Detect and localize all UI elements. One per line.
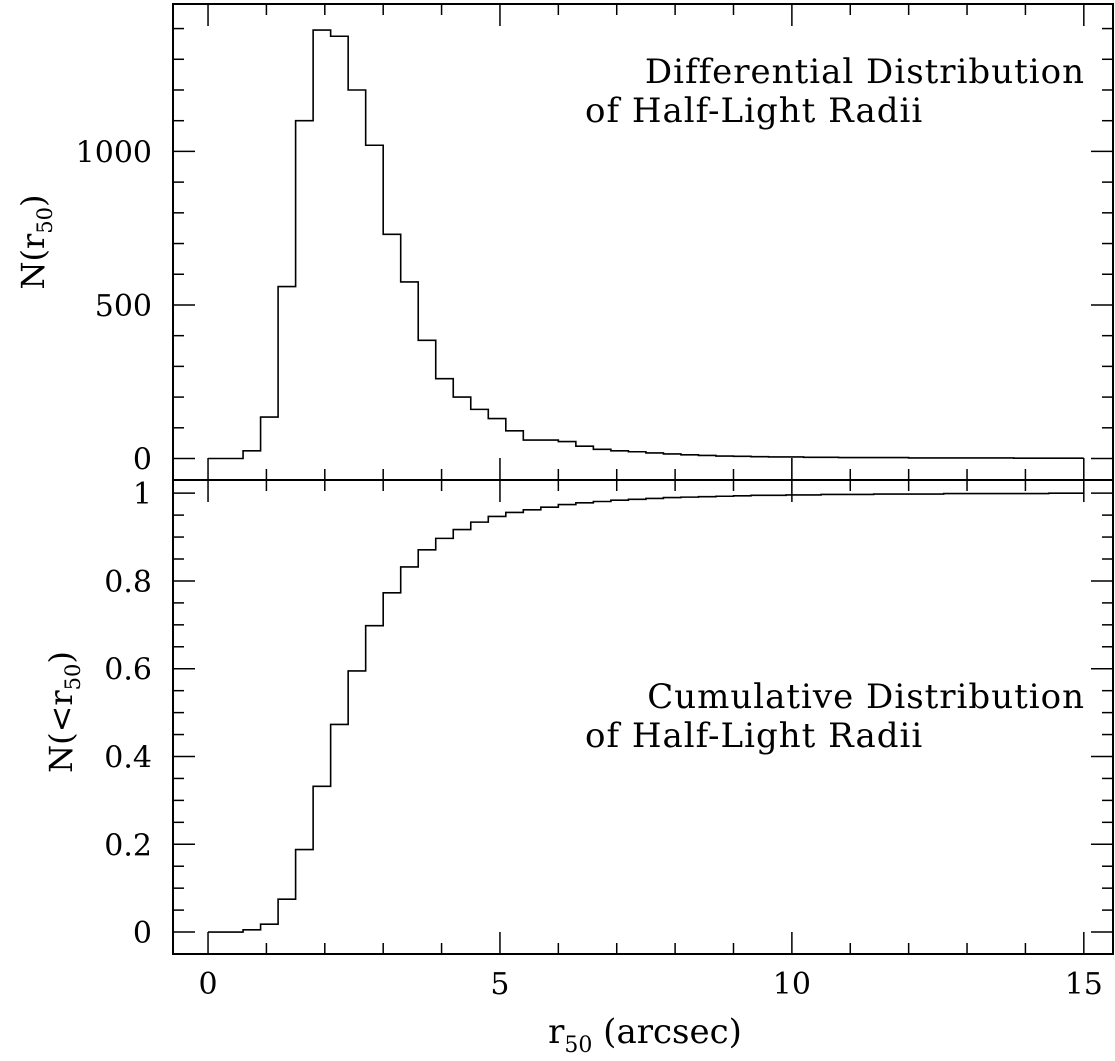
differential-panel: 0 500 1000 Differential Distribution of Ha… [14,3,1114,481]
top-axis-ticks [173,4,1113,480]
x-label-rest: (arcsec) [592,1012,742,1052]
x-tick-label: 0 [198,967,217,1002]
top-y-label-close: ) [14,195,52,207]
bottom-y-tick-label: 0.6 [104,653,152,688]
top-y-tick-label: 500 [95,289,152,324]
differential-histogram-step-line [208,29,1084,460]
x-label-subscript: 50 [564,1033,592,1058]
bottom-y-tick-label: 0 [133,916,152,951]
bottom-reference-lines [791,480,1085,494]
bottom-y-axis-label: N(<r50) [42,651,85,773]
bottom-y-tick-label: 0.4 [104,741,152,776]
x-axis-label: r50 (arcsec) [548,1012,742,1058]
top-y-label-subscript: 50 [33,207,57,234]
top-reference-lines [791,458,1085,480]
top-y-label-main: N(r [14,233,52,289]
differential-title-line-2: of Half-Light Radii [585,91,923,131]
bottom-y-tick-label: 0.8 [104,565,152,600]
bottom-y-label-subscript: 50 [61,664,85,691]
cumulative-panel: 0 0.2 0.4 0.6 0.8 1 0 5 10 15 Cumulative Distrib… [42,477,1114,1058]
differential-title-line-1: Differential Distribution [645,52,1085,92]
top-y-tick-label: 0 [133,443,152,478]
cumulative-title-line-1: Cumulative Distribution [647,677,1085,717]
top-y-tick-labels: 0 500 1000 [76,135,152,477]
bottom-y-label-close: ) [42,651,80,663]
x-tick-label: 5 [490,967,509,1002]
bottom-y-tick-label: 1 [133,477,152,512]
top-y-tick-label: 1000 [76,135,152,170]
cumulative-title-line-2: of Half-Light Radii [585,716,923,756]
bottom-axis-ticks [173,480,1113,955]
cumulative-histogram-step-line [208,492,1084,933]
bottom-plot-frame [172,479,1114,955]
x-tick-label: 10 [773,967,811,1002]
x-tick-label: 15 [1065,967,1103,1002]
top-y-axis-label: N(r50) [14,195,57,290]
bottom-y-tick-labels: 0 0.2 0.4 0.6 0.8 1 [104,477,152,951]
bottom-y-label-main: N(<r [42,690,80,773]
bottom-y-tick-label: 0.2 [104,828,152,863]
x-label-main: r [548,1012,565,1052]
x-tick-labels: 0 5 10 15 [198,967,1102,1002]
